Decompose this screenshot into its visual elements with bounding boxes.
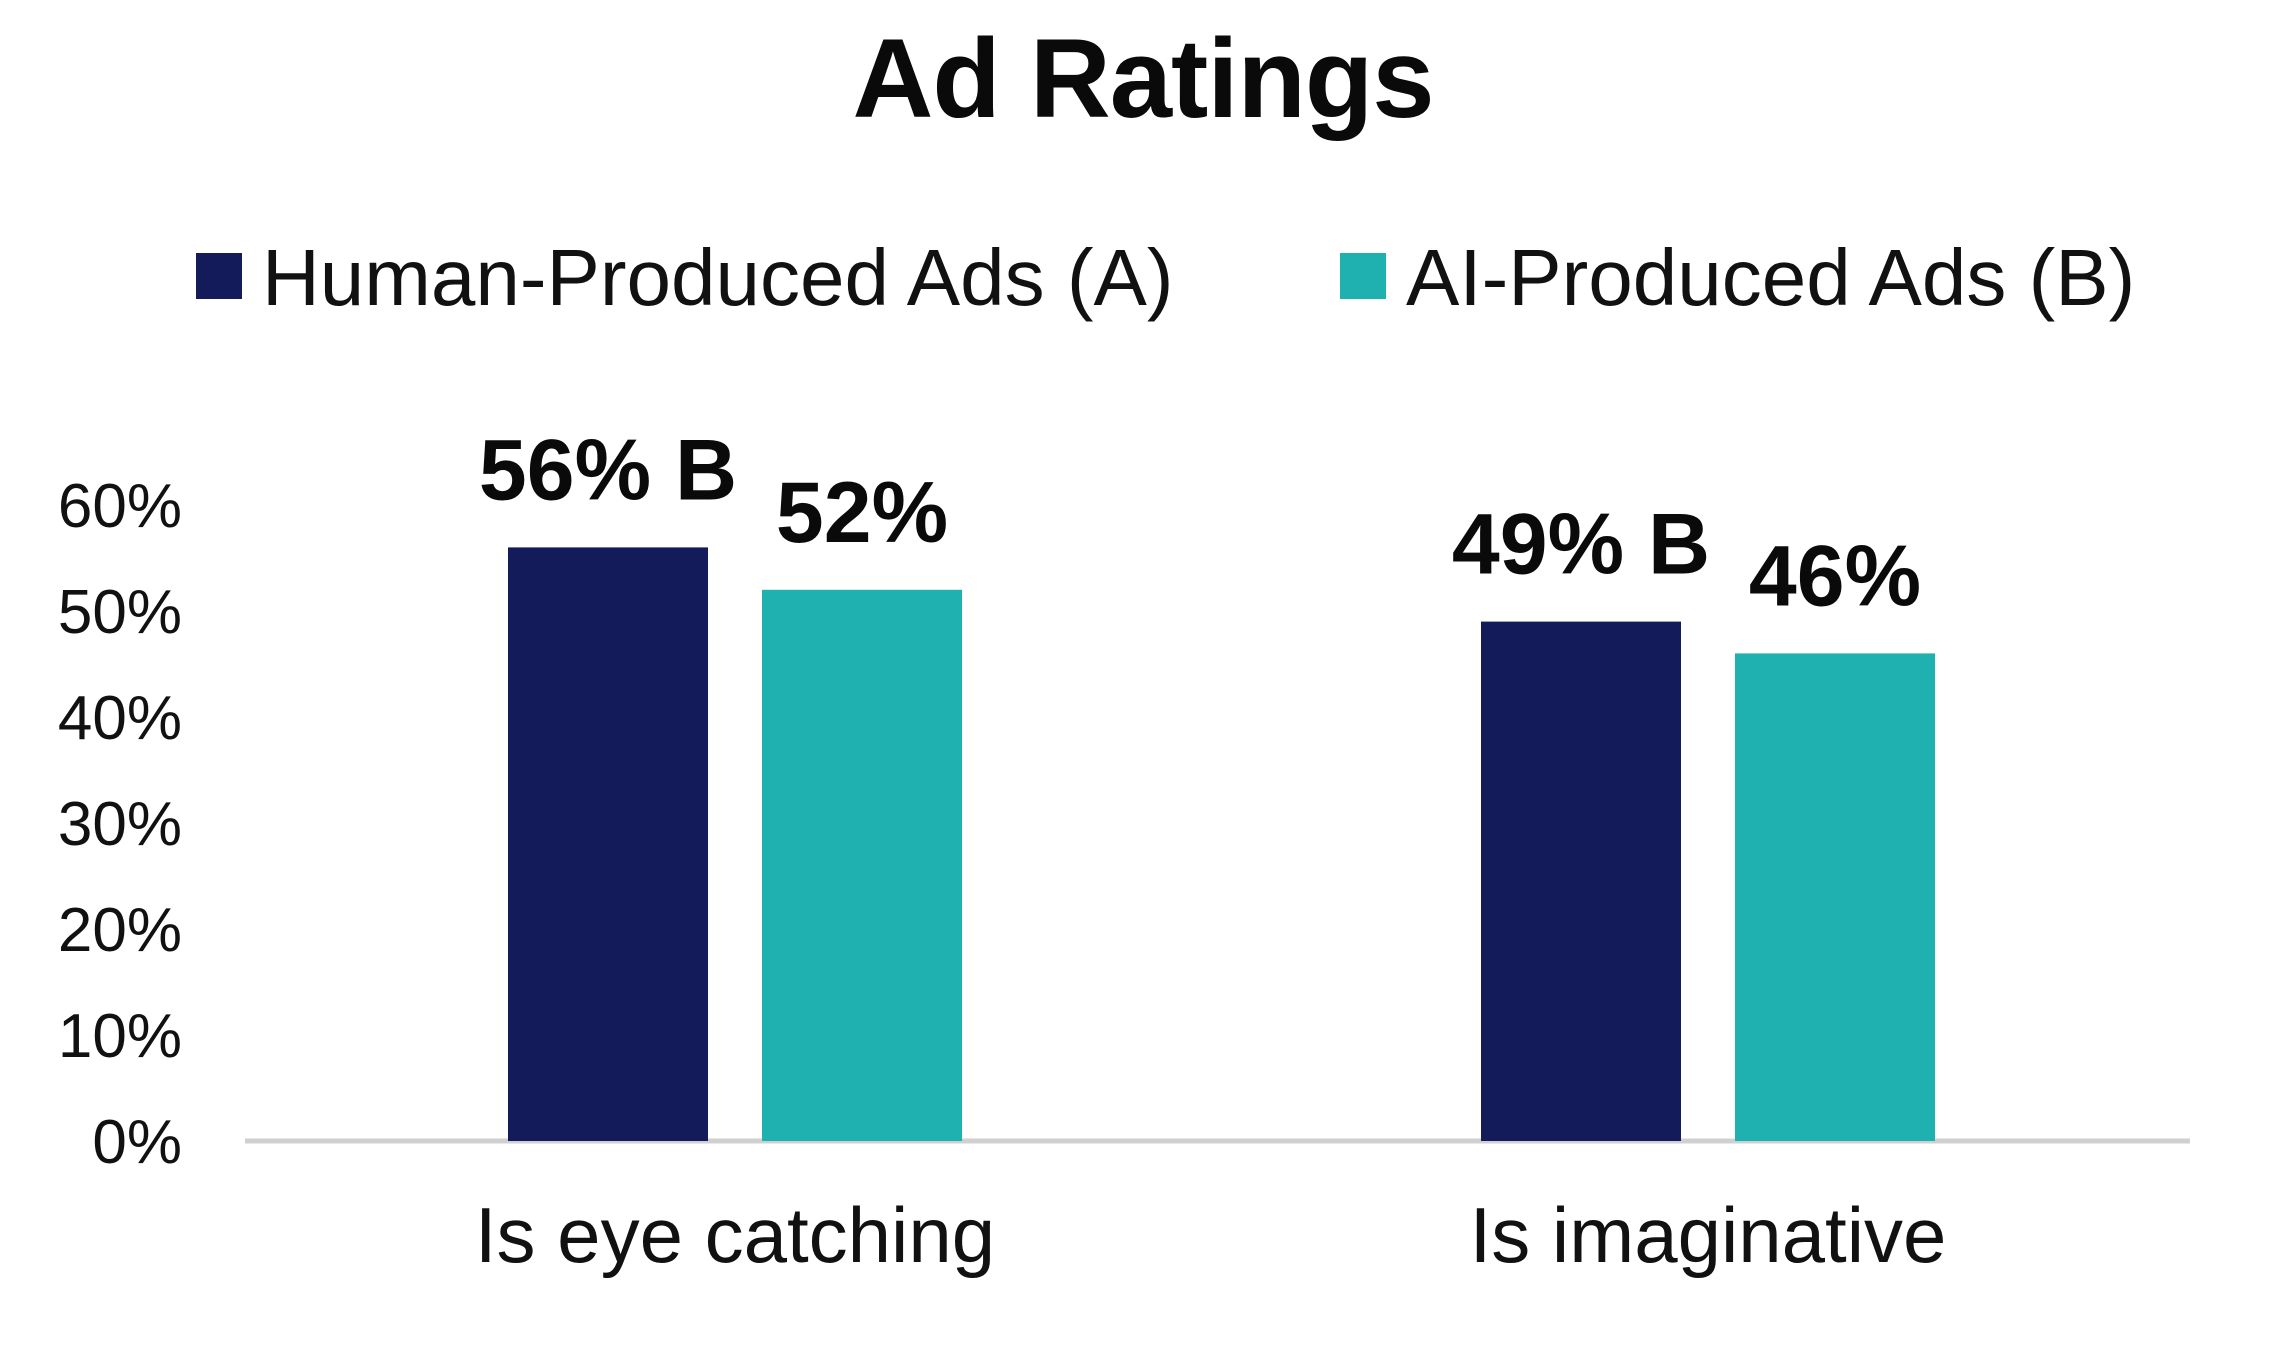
data-label: 46% bbox=[1749, 528, 1921, 624]
legend: Human-Produced Ads (A) AI-Produced Ads (… bbox=[0, 228, 2286, 328]
y-tick-label: 50% bbox=[58, 578, 182, 647]
legend-label-human: Human-Produced Ads (A) bbox=[262, 233, 1174, 322]
chart-title: Ad Ratings bbox=[852, 16, 1434, 141]
y-tick-label: 40% bbox=[58, 684, 182, 753]
y-tick-label: 0% bbox=[92, 1108, 182, 1177]
category-label: Is eye catching bbox=[475, 1191, 995, 1279]
legend-label-ai: AI-Produced Ads (B) bbox=[1406, 233, 2136, 322]
y-tick-label: 10% bbox=[58, 1002, 182, 1071]
data-label: 52% bbox=[776, 465, 948, 561]
y-tick-label: 20% bbox=[58, 896, 182, 965]
legend-swatch-ai bbox=[1340, 253, 1386, 299]
data-label: 56% B bbox=[479, 422, 737, 518]
bar-human-0 bbox=[508, 547, 708, 1141]
category-label: Is imaginative bbox=[1470, 1191, 1947, 1279]
bar-ai-1 bbox=[1735, 653, 1935, 1141]
y-tick-label: 30% bbox=[58, 790, 182, 859]
legend-swatch-human bbox=[196, 253, 242, 299]
bar-human-1 bbox=[1481, 621, 1681, 1141]
bar-ai-0 bbox=[762, 589, 962, 1141]
data-label: 49% B bbox=[1452, 497, 1710, 593]
y-tick-label: 60% bbox=[58, 472, 182, 541]
